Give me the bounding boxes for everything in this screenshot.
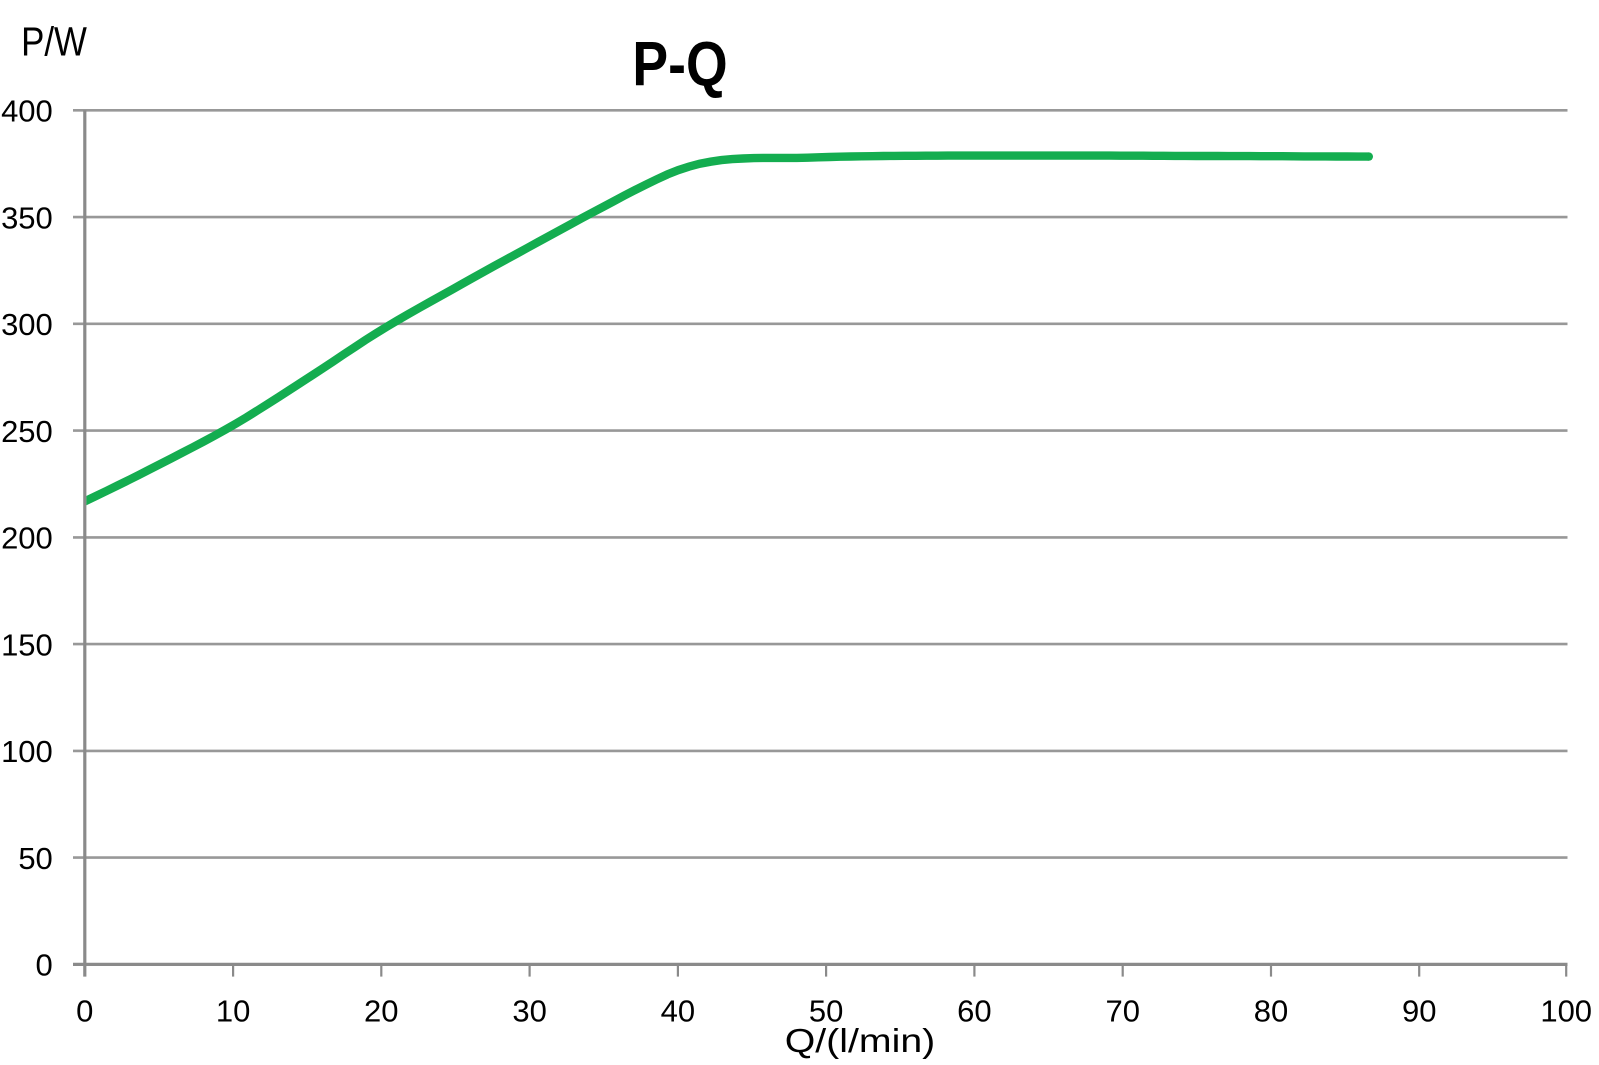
svg-text:400: 400	[1, 94, 53, 129]
svg-text:10: 10	[216, 994, 250, 1029]
svg-text:100: 100	[1540, 994, 1592, 1029]
svg-text:350: 350	[1, 200, 53, 235]
svg-text:0: 0	[76, 994, 93, 1029]
svg-text:0: 0	[36, 948, 53, 983]
svg-text:70: 70	[1105, 994, 1139, 1029]
svg-text:50: 50	[809, 994, 843, 1029]
svg-text:150: 150	[1, 627, 53, 662]
svg-text:50: 50	[18, 841, 52, 876]
svg-text:P/W: P/W	[21, 20, 87, 65]
svg-text:Q/(l/min): Q/(l/min)	[785, 1022, 936, 1059]
svg-text:100: 100	[1, 734, 53, 769]
svg-text:60: 60	[957, 994, 991, 1029]
svg-text:P-Q: P-Q	[632, 30, 727, 100]
svg-text:250: 250	[1, 414, 53, 449]
svg-text:90: 90	[1402, 994, 1436, 1029]
svg-text:300: 300	[1, 307, 53, 342]
svg-text:40: 40	[661, 994, 695, 1029]
svg-text:200: 200	[1, 521, 53, 556]
svg-text:80: 80	[1254, 994, 1288, 1029]
svg-text:20: 20	[364, 994, 398, 1029]
svg-text:30: 30	[512, 994, 546, 1029]
